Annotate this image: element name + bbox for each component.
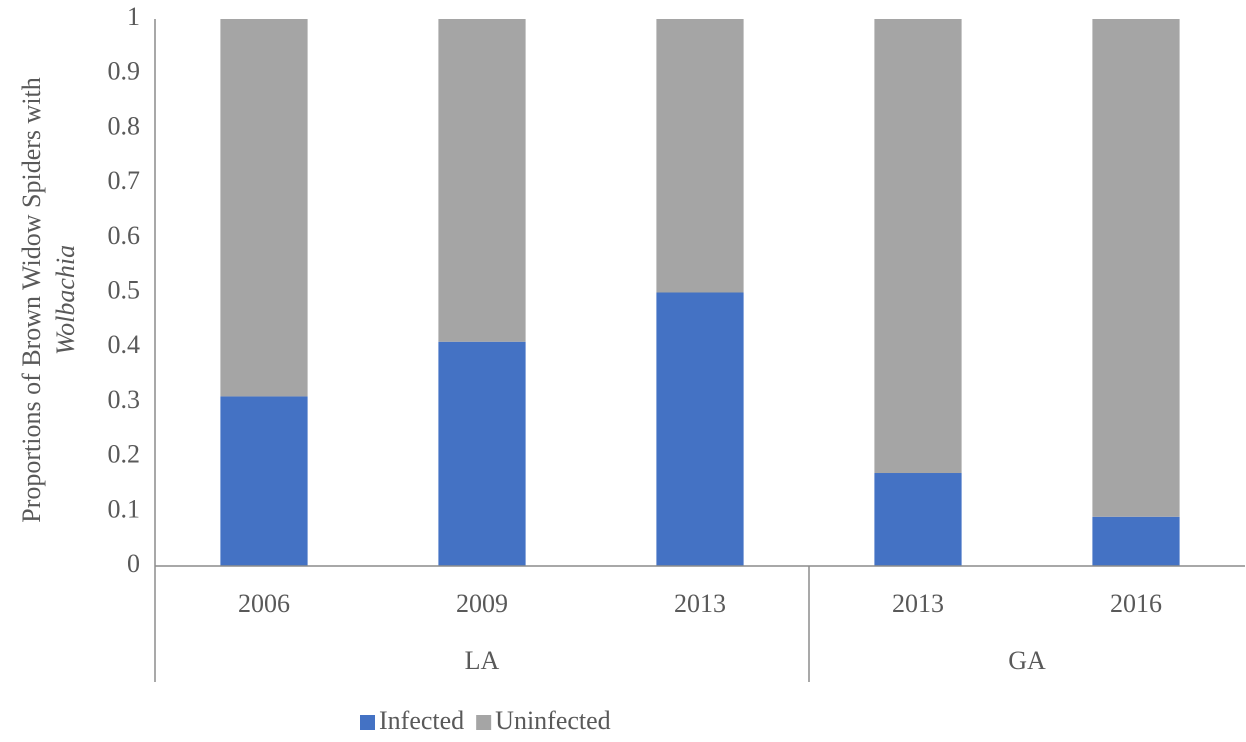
bar-segment: [1092, 19, 1180, 517]
bar-segment: [874, 19, 962, 474]
x-tick-label: 2013: [674, 589, 726, 618]
y-tick-label: 0.3: [108, 385, 141, 414]
y-tick-label: 0: [127, 549, 140, 578]
bar-segment: [874, 473, 962, 566]
legend-swatch: [360, 715, 375, 730]
legend-label: Uninfected: [495, 706, 611, 735]
y-tick-label: 1: [127, 2, 140, 31]
legend-label: Infected: [379, 706, 464, 735]
x-tick-label: 2009: [456, 589, 508, 618]
y-tick-label: 0.7: [108, 166, 141, 195]
bar-segment: [656, 292, 744, 566]
x-tick-label: 2016: [1110, 589, 1162, 618]
y-tick-label: 0.2: [108, 440, 141, 469]
bar-segment: [1092, 516, 1180, 566]
legend-swatch: [476, 715, 492, 730]
y-axis-label: Proportions of Brown Widow Spiders with: [17, 77, 46, 523]
x-tick-label: 2006: [238, 589, 290, 618]
bar-segment: [438, 19, 526, 342]
y-tick-label: 0.1: [108, 494, 141, 523]
y-tick-label: 0.9: [108, 57, 141, 86]
x-tick-label: 2013: [892, 589, 944, 618]
group-label: LA: [465, 646, 500, 675]
y-tick-label: 0.4: [108, 330, 141, 359]
y-tick-label: 0.6: [108, 221, 141, 250]
bar-segment: [220, 19, 308, 397]
y-tick-label: 0.8: [108, 111, 141, 140]
bar-segment: [438, 341, 526, 566]
group-label: GA: [1008, 646, 1046, 675]
bar-segment: [656, 19, 744, 293]
bar-segment: [220, 396, 308, 566]
y-axis-label: Wolbachia: [51, 245, 80, 355]
y-tick-label: 0.5: [108, 275, 141, 304]
